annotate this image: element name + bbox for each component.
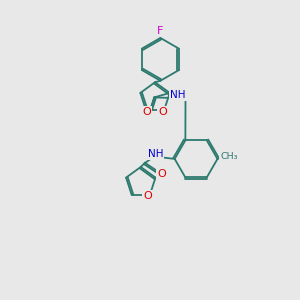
Text: NH: NH: [170, 90, 186, 100]
Text: O: O: [158, 107, 167, 117]
Text: NH: NH: [148, 149, 164, 160]
Text: F: F: [157, 26, 164, 36]
Text: CH₃: CH₃: [220, 152, 238, 161]
Text: O: O: [143, 191, 152, 201]
Text: O: O: [143, 106, 152, 117]
Text: O: O: [157, 169, 166, 179]
